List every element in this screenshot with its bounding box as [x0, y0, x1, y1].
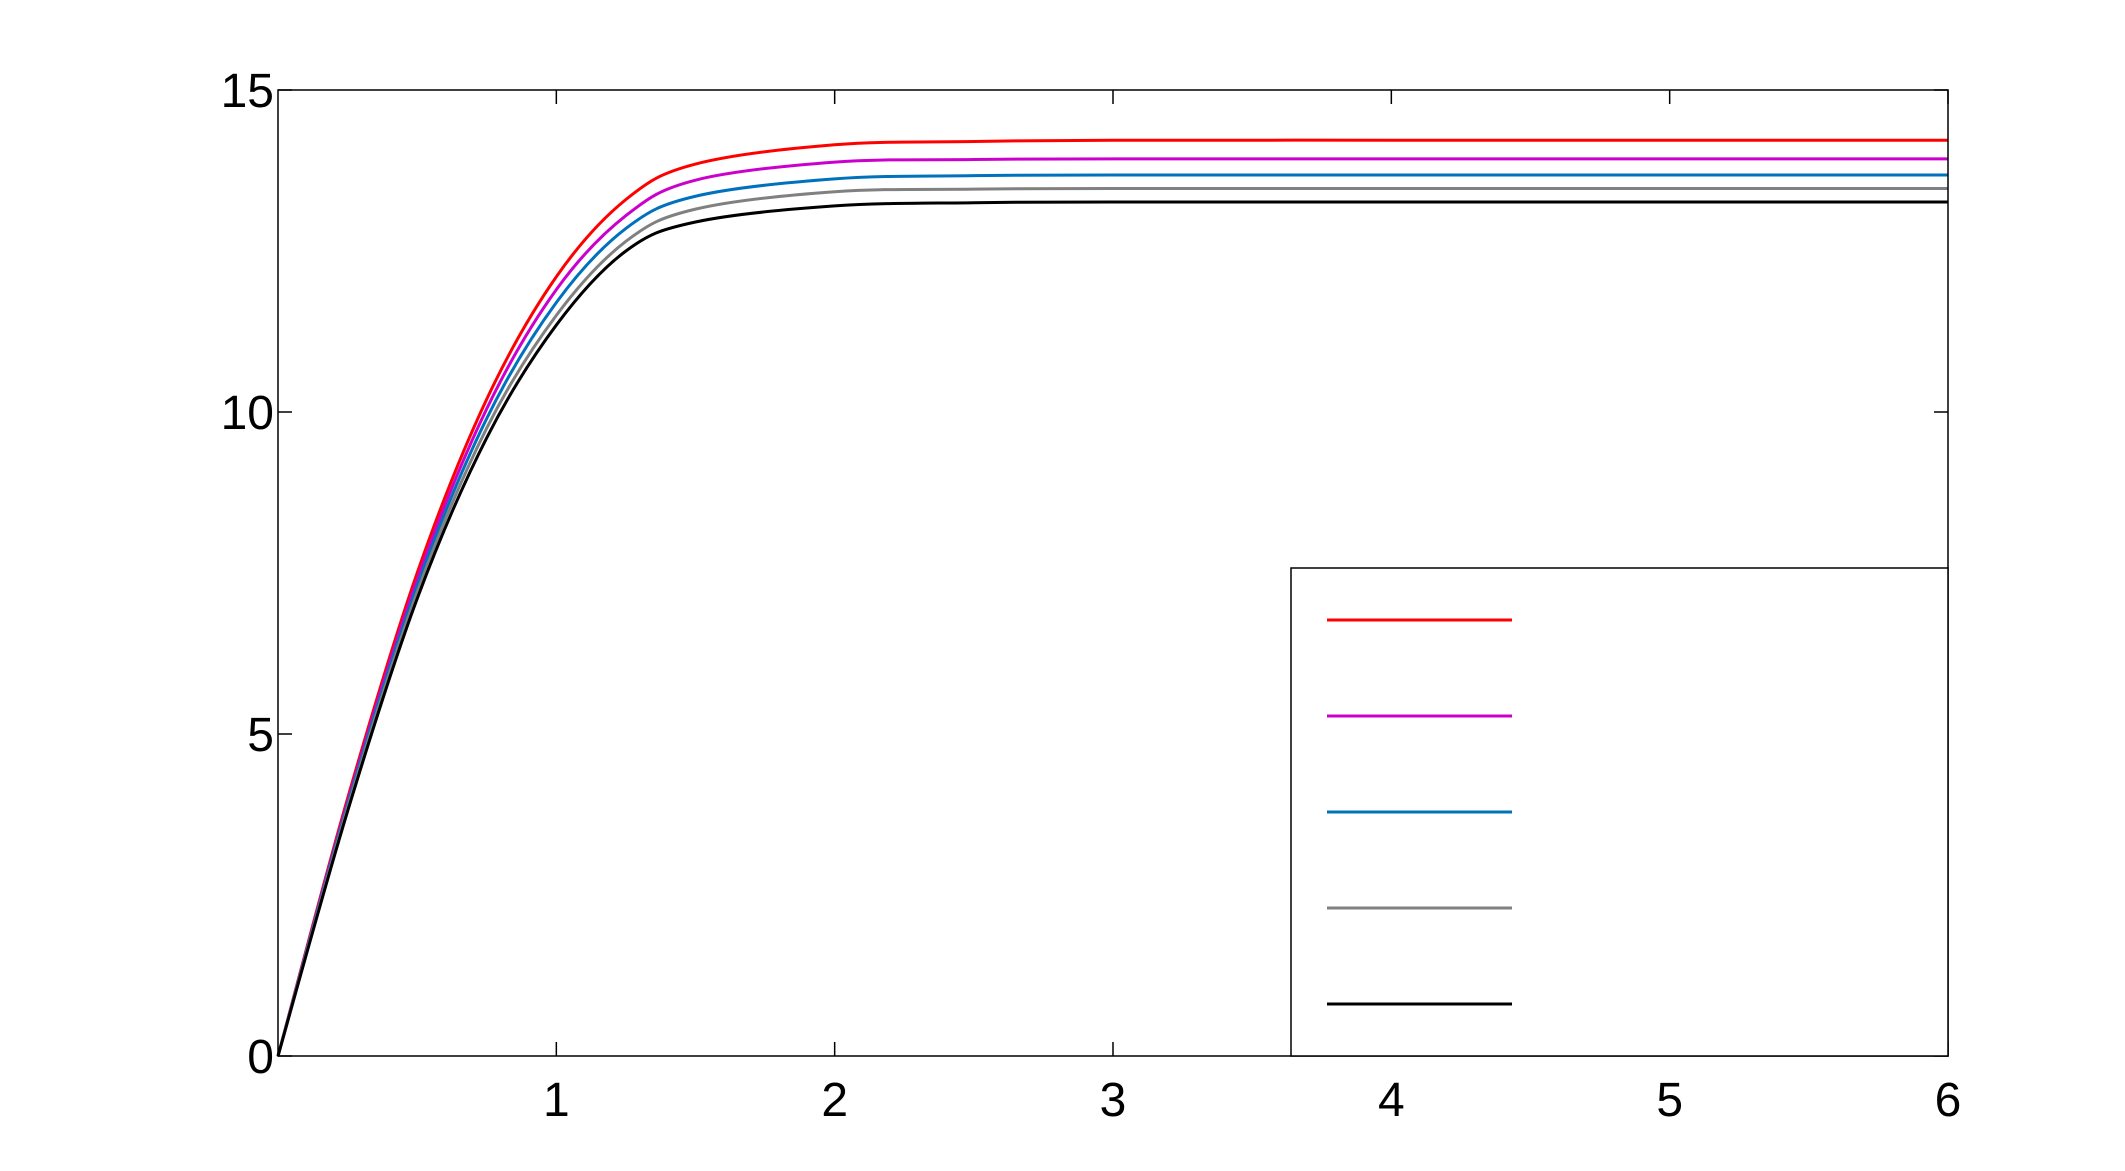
- series-layer: [276, 138, 1948, 1057]
- y-tick-label: 0: [247, 1031, 274, 1084]
- x-tick-label: 5: [1656, 1074, 1683, 1127]
- legend: [1290, 567, 1949, 1057]
- y-tick-label: 10: [221, 387, 274, 440]
- y-tick-label: 5: [247, 709, 274, 762]
- series-line-5: [276, 200, 1948, 1057]
- tick-layer: 1 2 3 4 5 6 0 5 10 15: [221, 65, 1962, 1127]
- x-tick-label: 3: [1100, 1074, 1127, 1127]
- series-line-1: [276, 138, 1948, 1057]
- y-tick-label: 15: [221, 65, 274, 118]
- series-line-4: [276, 186, 1948, 1057]
- series-line-3: [276, 173, 1948, 1057]
- x-tick-label: 1: [543, 1074, 570, 1127]
- x-tick-label: 6: [1935, 1074, 1962, 1127]
- x-tick-label: 4: [1378, 1074, 1405, 1127]
- x-tick-label: 2: [821, 1074, 848, 1127]
- series-line-2: [276, 157, 1948, 1057]
